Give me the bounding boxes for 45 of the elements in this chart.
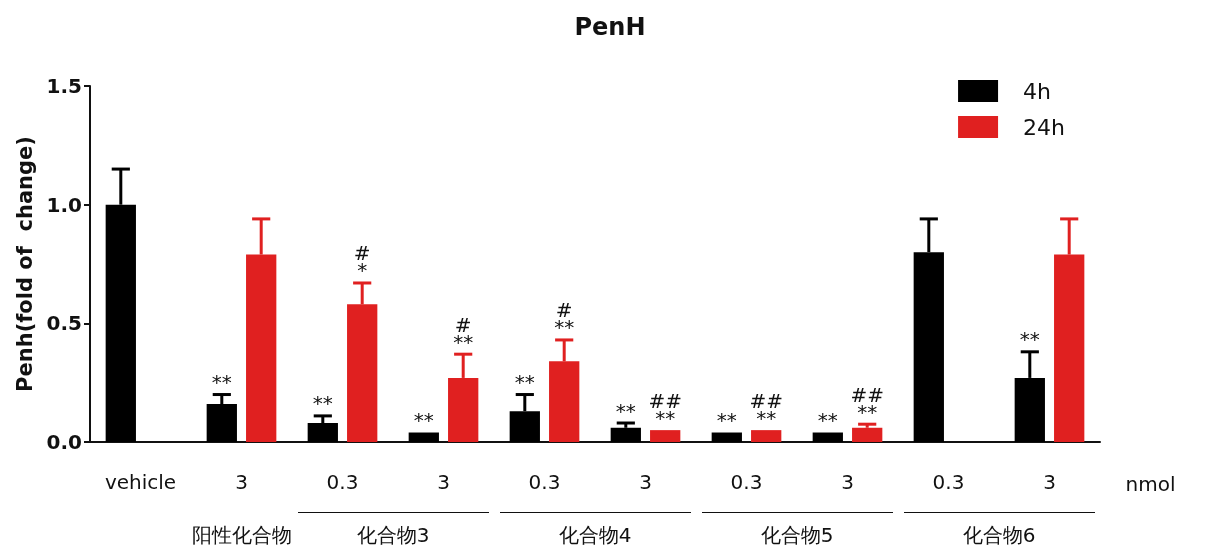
data-label: **: [211, 370, 232, 395]
x-tick-label: 0.3: [932, 470, 965, 494]
data-label: **: [413, 408, 434, 433]
data-label: **: [817, 408, 838, 433]
data-label: # **: [554, 298, 575, 340]
y-tick-label: 1.0: [46, 192, 82, 217]
x-tick-label: 3: [639, 470, 652, 494]
x-tick-label: 3: [437, 470, 450, 494]
y-axis-title: Penh(fold of change): [13, 136, 38, 392]
bar: [711, 432, 742, 442]
text: 化合物4: [558, 522, 632, 549]
data-label: **: [615, 398, 636, 423]
data-label: **: [312, 391, 333, 416]
y-tick-label: 1.5: [46, 74, 82, 98]
text: 化合物5: [760, 522, 834, 549]
data-label: **: [1019, 327, 1040, 352]
legend-label: 24h: [1023, 114, 1065, 140]
data-label: ## **: [749, 388, 783, 430]
x-tick-label: 3: [235, 470, 248, 494]
bar: [751, 430, 782, 442]
chart-title: PenH: [574, 13, 646, 41]
data-label: ## **: [850, 382, 884, 424]
legend-label: 4h: [1023, 78, 1052, 104]
x-tick-label: 3: [841, 470, 854, 494]
data-label: ## **: [648, 388, 682, 430]
x-tick-label: 0.3: [326, 470, 359, 494]
text: 化合物3: [356, 522, 430, 549]
bar: [610, 427, 641, 442]
data-label: # **: [453, 312, 474, 354]
text: 阳性化合物: [191, 522, 292, 549]
y-tick-label: 0.5: [46, 311, 82, 336]
x-tick-label: 3: [1043, 470, 1056, 494]
bar: [650, 430, 681, 442]
x-tick-label: vehicle: [104, 470, 177, 494]
data-label: # *: [353, 241, 371, 283]
bar: [812, 432, 843, 442]
text: nmol: [1125, 472, 1176, 496]
y-tick-label: 0.0: [46, 430, 82, 454]
x-tick-label: 0.3: [528, 470, 561, 494]
bar: [852, 427, 883, 442]
data-label: **: [716, 408, 737, 433]
data-label: **: [514, 370, 535, 395]
x-tick-label: 0.3: [730, 470, 763, 494]
text: 化合物6: [962, 522, 1036, 549]
bar: [408, 432, 439, 442]
